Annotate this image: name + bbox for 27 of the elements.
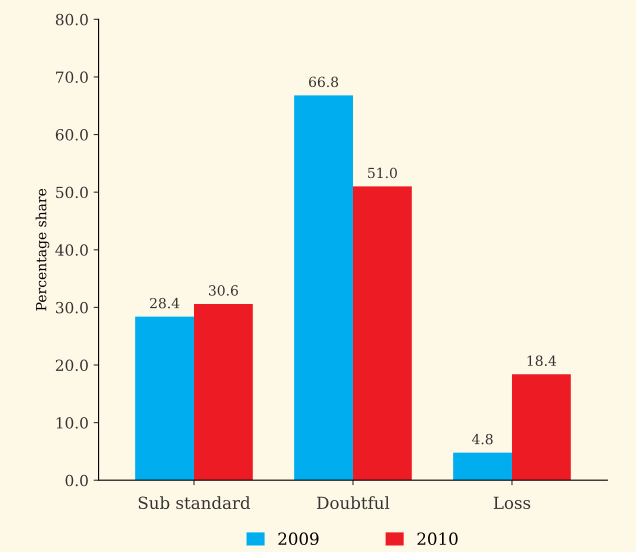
y-tick-label: 80.0	[56, 14, 88, 26]
text: 30.6	[208, 285, 238, 296]
text: 18.4	[528, 355, 556, 366]
legend-label: 2010	[417, 532, 458, 546]
x-tick-label: Sub standard	[138, 496, 250, 510]
y-tick-label: 50.0	[56, 186, 88, 198]
x-tick-label: Doubtful	[317, 496, 390, 510]
y-tick-label: 10.0	[56, 417, 88, 429]
text: 28.4	[150, 298, 180, 308]
y-tick-label: 0.0	[66, 474, 88, 486]
text: 51.0	[368, 168, 397, 178]
y-axis-title: Percentage share	[36, 188, 50, 311]
x-tick-label: Loss	[494, 496, 530, 510]
y-tick-label: 40.0	[55, 244, 88, 256]
bar	[194, 304, 253, 480]
y-tick-label: 60.0	[56, 129, 88, 141]
y-tick-label: 30.0	[56, 302, 88, 314]
legend-label: 2009	[278, 532, 319, 546]
bar	[352, 186, 412, 480]
text: 66.8	[309, 76, 338, 88]
bar	[135, 316, 194, 480]
y-tick-label: 70.0	[56, 71, 88, 83]
text: 4.8	[472, 434, 493, 444]
bar	[453, 452, 512, 480]
bar	[512, 374, 571, 480]
bar	[294, 95, 353, 480]
y-tick-label: 20.0	[56, 359, 88, 372]
